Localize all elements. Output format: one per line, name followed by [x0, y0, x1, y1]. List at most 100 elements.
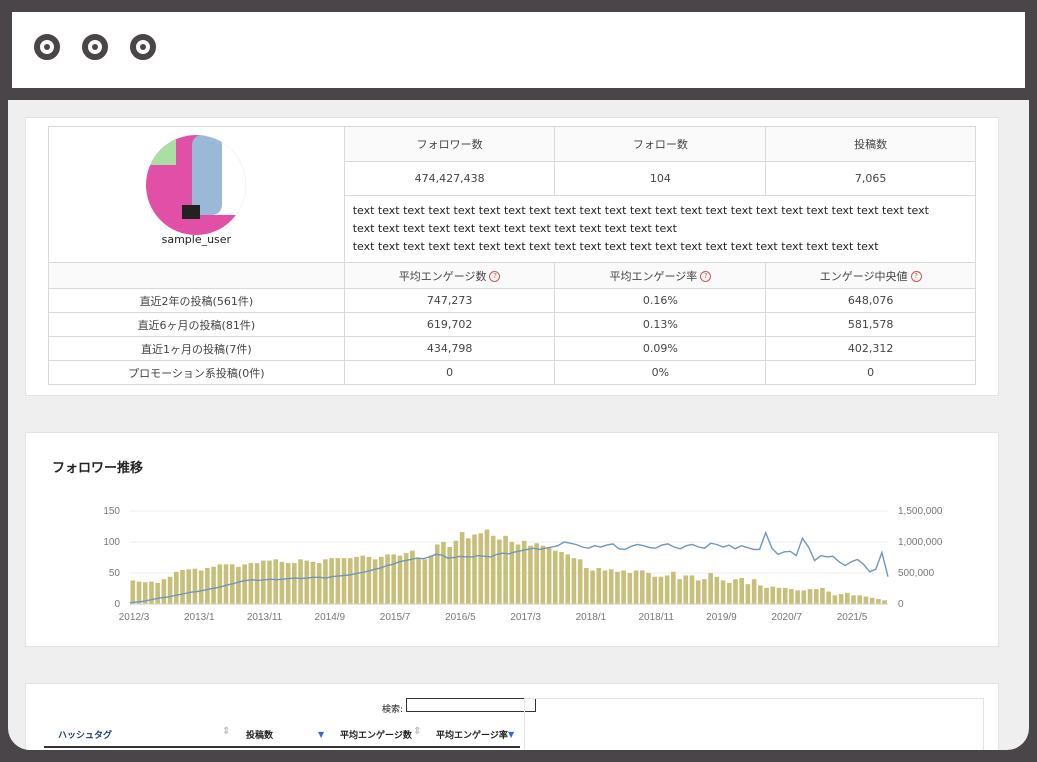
chart-bar — [354, 556, 359, 604]
chart-bar — [434, 544, 440, 604]
x-tick-label: 2017/3 — [510, 612, 541, 623]
col-hashtag[interactable]: ハッシュタグ — [58, 731, 113, 741]
profile-stats-card: sample_user フォロワー数 フォロー数 投稿数 474,427,438… — [25, 117, 999, 396]
chart-bar — [615, 571, 620, 604]
help-icon[interactable]: ? — [489, 271, 501, 282]
table-header-divider — [44, 746, 520, 748]
chart-bar — [584, 568, 589, 604]
sort-desc-icon[interactable]: ▼ — [318, 730, 325, 739]
chart-bar — [459, 532, 465, 604]
chart-bar — [832, 595, 838, 604]
row-label: 直近1ヶ月の投稿(7件) — [48, 336, 345, 361]
chart-bar — [571, 558, 577, 604]
sort-icon[interactable]: ⇕ — [222, 726, 231, 737]
sort-icon[interactable]: ⇕ — [413, 726, 422, 737]
engagement-row: 直近2年の投稿(561件) 747,273 0.16% 648,076 — [48, 288, 976, 313]
window-control-icon[interactable] — [34, 34, 60, 60]
chart-bar — [776, 587, 782, 604]
chart-bar — [198, 570, 204, 604]
x-tick-label: 2013/1 — [184, 612, 215, 623]
chart-bar — [192, 568, 198, 604]
chart-bar — [565, 554, 571, 604]
chart-bar — [167, 576, 173, 604]
chart-bar — [335, 558, 341, 604]
row-avg: 747,273 — [343, 288, 556, 313]
page-viewport: sample_user フォロワー数 フォロー数 投稿数 474,427,438… — [8, 100, 1029, 750]
chart-bar — [217, 564, 223, 604]
chart-bar — [149, 581, 154, 604]
follower-chart[interactable]: 150 100 50 0 1,500,000 1,000,000 500,000 0 2012/… — [26, 433, 998, 646]
chart-bar — [838, 594, 844, 604]
chart-bar — [590, 570, 595, 604]
chart-bar — [453, 540, 459, 604]
following-label: フォロー数 — [554, 126, 767, 162]
chart-bar — [260, 560, 266, 604]
avatar[interactable] — [146, 135, 247, 235]
y-left-tick-label: 100 — [103, 537, 120, 548]
row-rate: 0.16% — [554, 288, 767, 313]
x-tick-label: 2016/5 — [445, 612, 476, 623]
sort-desc-icon[interactable]: ▼ — [508, 730, 515, 739]
chart-bar — [789, 589, 794, 604]
chart-bar — [664, 575, 670, 604]
row-avg: 0 — [343, 360, 556, 385]
y-right-tick-label: 1,000,000 — [898, 537, 943, 548]
profile-stats-table: sample_user フォロワー数 フォロー数 投稿数 474,427,438… — [48, 126, 977, 385]
chart-bar — [559, 551, 564, 604]
col-avg-rate[interactable]: 平均エンゲージ率 — [436, 731, 508, 741]
window-control-icon[interactable] — [130, 34, 156, 60]
chart-bar — [639, 570, 645, 604]
chart-bar — [186, 569, 192, 604]
chart-bar — [223, 564, 229, 604]
chart-bar — [745, 584, 751, 604]
row-rate: 0% — [554, 360, 767, 385]
chart-bar — [608, 569, 614, 604]
chart-bar — [248, 563, 254, 604]
chart-bar — [180, 569, 185, 604]
x-tick-label: 2018/1 — [576, 612, 607, 623]
y-left-tick-label: 150 — [103, 506, 120, 517]
chart-bar — [869, 597, 875, 604]
chart-bar — [403, 553, 409, 604]
chart-bar — [447, 546, 452, 604]
chart-bar — [826, 591, 831, 604]
chart-bar — [726, 582, 732, 604]
chart-bar — [329, 558, 334, 604]
x-tick-label: 2015/7 — [380, 612, 411, 623]
row-rate: 0.13% — [554, 312, 767, 337]
chart-bar — [782, 587, 788, 604]
search-input[interactable] — [406, 698, 536, 712]
col-avg-engagement[interactable]: 平均エンゲージ数 — [340, 731, 412, 741]
help-icon[interactable]: ? — [910, 271, 922, 282]
chart-bar — [273, 559, 279, 604]
follower-chart-card: フォロワー推移 150 100 50 0 1,500,000 1,000,000 500,0… — [25, 432, 999, 647]
hashtag-card: 検索: ハッシュタグ ⇕ 投稿数 ▼ 平均エンゲージ数 ⇕ 平均エンゲージ率 ▼ — [25, 683, 999, 750]
x-tick-label: 2020/7 — [771, 612, 802, 623]
window-control-icon[interactable] — [82, 34, 108, 60]
avg-rate-label: 平均エンゲージ率 — [609, 269, 698, 283]
chart-bar — [671, 571, 676, 604]
chart-bar — [211, 566, 216, 604]
chart-bar — [714, 576, 720, 604]
help-icon[interactable]: ? — [700, 271, 712, 282]
chart-bar — [379, 556, 384, 604]
profile-bio: text text text text text text text text … — [343, 195, 977, 263]
username[interactable]: sample_user — [161, 233, 232, 246]
chart-bar — [298, 559, 303, 604]
chart-bar — [739, 577, 744, 604]
col-posts[interactable]: 投稿数 — [246, 731, 274, 741]
chart-bar — [161, 579, 167, 604]
y-right-tick-label: 0 — [898, 599, 904, 610]
followers-value: 474,427,438 — [343, 161, 556, 196]
x-tick-label: 2014/9 — [315, 612, 346, 623]
chart-bar — [347, 558, 353, 604]
chart-bar — [813, 589, 819, 604]
median-header: エンゲージ中央値? — [765, 262, 976, 289]
engagement-row: 直近1ヶ月の投稿(7件) 434,798 0.09% 402,312 — [48, 336, 976, 361]
chart-bar — [646, 573, 651, 604]
chart-bar — [845, 592, 850, 604]
chart-bar — [341, 558, 347, 604]
chart-bar — [360, 555, 365, 604]
bio-line: text text text text text text text text … — [352, 204, 929, 217]
